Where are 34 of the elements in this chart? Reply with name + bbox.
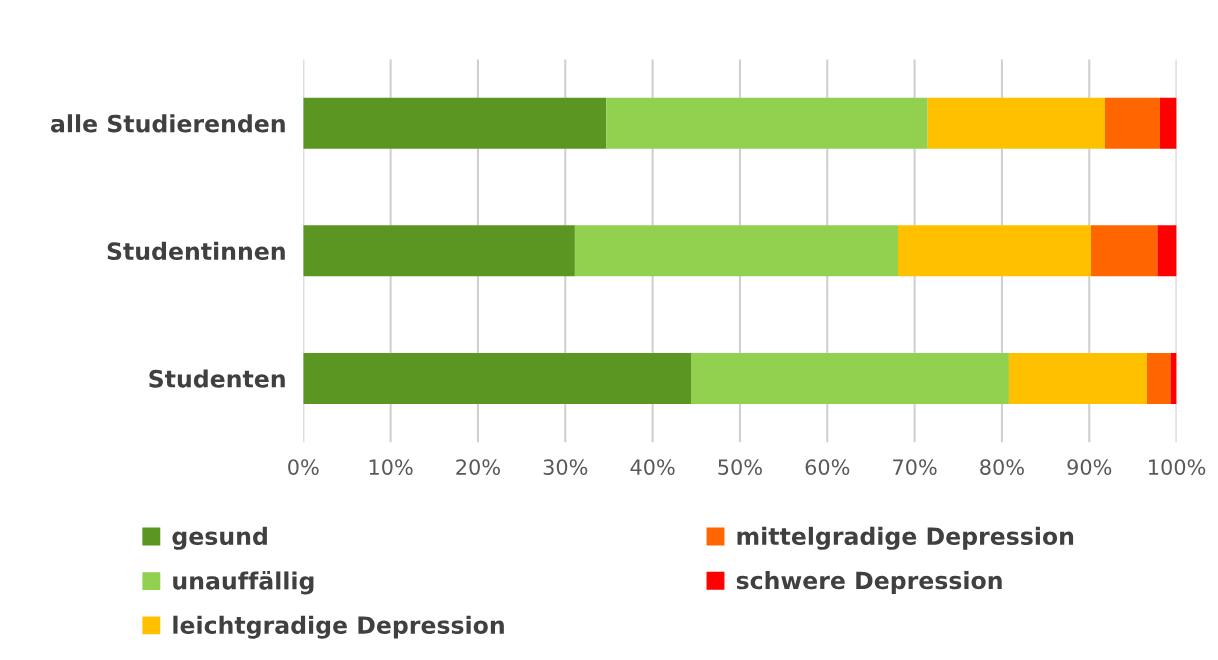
legend-label: mittelgradige Depression (737, 526, 1074, 550)
y-tick-label: Studentinnen (107, 241, 285, 261)
bar (303, 225, 575, 277)
bar (1008, 352, 1147, 404)
x-tick-label: 80% (980, 459, 1024, 475)
x-tick-label: 40% (630, 459, 675, 475)
y-tick-label: Studenten (149, 369, 285, 388)
legend-label: leichtgradige Depression (173, 615, 504, 639)
bar (927, 97, 1105, 149)
bar (574, 225, 898, 277)
bar (691, 352, 1009, 404)
x-tick-label: 30% (543, 459, 588, 475)
x-tick-label: 60% (805, 459, 850, 475)
bar (1160, 97, 1177, 149)
x-tick-label: 10% (369, 459, 413, 475)
x-tick-label: 70% (893, 459, 937, 475)
x-tick-label: 90% (1067, 459, 1112, 475)
x-tick-label: 20% (456, 459, 500, 475)
y-tick-label: alle Studierenden (50, 114, 285, 133)
legend-label: unauffällig (173, 571, 314, 595)
bar (1157, 225, 1177, 277)
bar (1170, 352, 1177, 404)
x-tick-label: 0% (288, 459, 319, 475)
bar (1104, 97, 1160, 149)
x-tick-label: 50% (718, 459, 762, 475)
legend-label: gesund (172, 526, 267, 550)
x-tick-label: 100% (1149, 459, 1206, 475)
legend-label: schwere Depression (736, 571, 1002, 594)
bar (1091, 225, 1158, 277)
bar (303, 97, 607, 149)
bar (606, 97, 928, 149)
bar (1146, 352, 1171, 404)
bar (303, 352, 692, 404)
bar (898, 225, 1091, 277)
